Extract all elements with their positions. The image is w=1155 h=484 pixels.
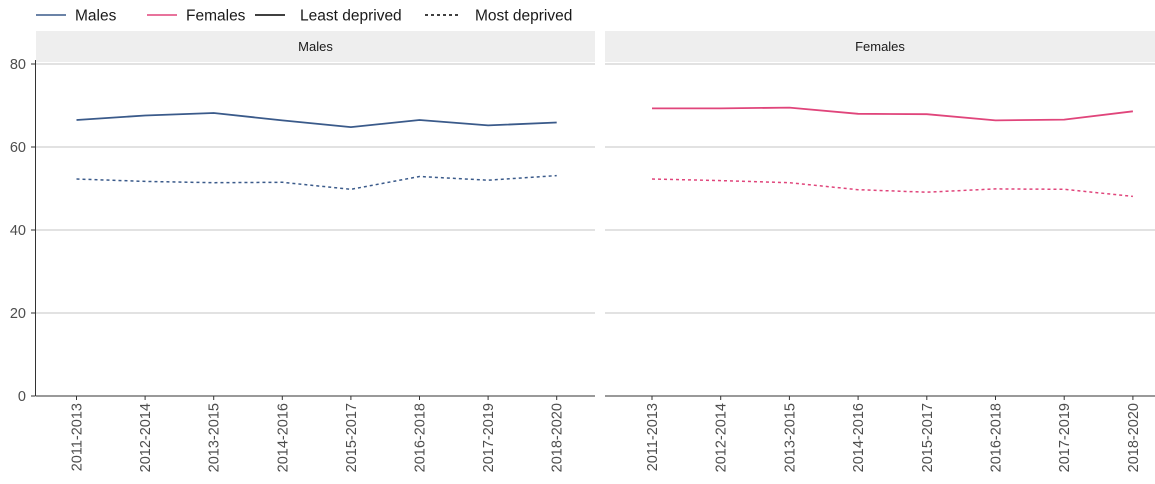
legend-item: Most deprived [425, 8, 572, 25]
y-tick-label: 60 [10, 140, 26, 156]
x-tick-label: 2017-2019 [1057, 403, 1073, 472]
y-tick-label: 20 [10, 306, 26, 322]
legend-item: Least deprived [255, 8, 402, 25]
legend-label: Males [75, 8, 117, 25]
x-tick-label: 2014-2016 [851, 403, 867, 472]
x-tick-label: 2013-2015 [207, 403, 223, 472]
y-tick-label: 80 [10, 57, 26, 73]
x-tick-label: 2016-2018 [989, 403, 1005, 472]
series-line-most-deprived [651, 178, 1133, 198]
panel-strip-label: Females [855, 39, 905, 54]
panel-males: Males 2011-2013 2012-2014 2013-2015 2014-201… [36, 31, 595, 472]
x-tick-label: 2018-2020 [1126, 403, 1142, 472]
legend-label: Females [186, 8, 246, 25]
x-tick-label: 2015-2017 [920, 403, 936, 472]
legend: Males Females Least deprived Most deprived [36, 8, 572, 25]
y-axis: 0 20 40 60 80 [10, 57, 36, 405]
x-tick-label: 2016-2018 [413, 403, 429, 472]
x-tick-label: 2011-2013 [70, 403, 86, 471]
x-tick-label: 2012-2014 [714, 403, 730, 472]
y-tick-label: 40 [10, 223, 26, 239]
panel-strip-label: Males [298, 39, 333, 54]
x-tick-label: 2015-2017 [344, 403, 360, 472]
y-tick-label: 0 [18, 389, 26, 405]
panel-strip [36, 31, 595, 62]
legend-item: Females [147, 8, 246, 25]
x-tick-label: 2013-2015 [782, 403, 798, 472]
series-line-least-deprived [76, 112, 557, 129]
panel-females: Females 2011-2013 2012-2014 2013-2015 2014-2… [605, 31, 1155, 472]
x-tick-label: 2014-2016 [275, 403, 291, 472]
x-tick-label: 2011-2013 [645, 403, 661, 471]
series-line-least-deprived [652, 106, 1134, 122]
series-line-most-deprived [76, 174, 557, 191]
legend-label: Most deprived [475, 8, 572, 25]
legend-label: Least deprived [300, 8, 402, 25]
legend-item: Males [36, 8, 117, 25]
panel-strip [605, 31, 1155, 62]
x-tick-label: 2012-2014 [138, 403, 154, 472]
x-tick-label: 2017-2019 [481, 403, 497, 472]
x-tick-label: 2018-2020 [550, 403, 566, 472]
